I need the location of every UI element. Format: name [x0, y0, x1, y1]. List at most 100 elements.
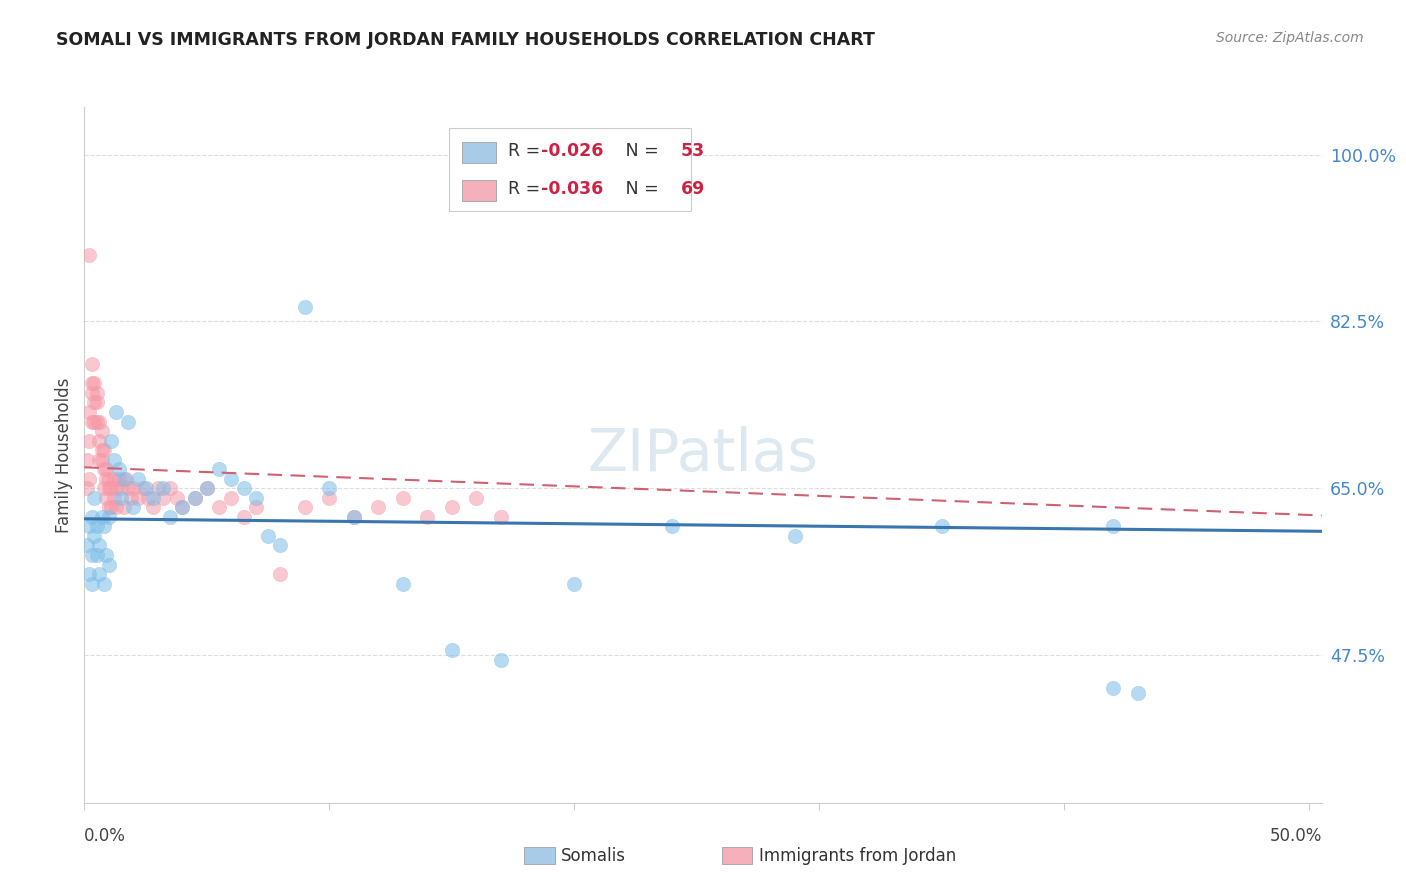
Point [142, 500, 165, 515]
Text: ZIPatlas: ZIPatlas [588, 426, 818, 483]
Point [97, 500, 120, 515]
Point [195, 481, 218, 495]
Point [80, 376, 103, 391]
Point [103, 452, 125, 467]
Text: 50.0%: 50.0% [1270, 827, 1322, 845]
Point [152, 481, 174, 495]
Point [416, 509, 439, 524]
Bar [461, 142, 496, 162]
Point [183, 491, 205, 505]
Bar [721, 847, 752, 864]
Point [159, 509, 181, 524]
Point [489, 653, 512, 667]
Point [257, 529, 280, 543]
Point [96, 548, 118, 562]
Point [105, 481, 128, 495]
Point [93, 462, 115, 476]
Point [245, 491, 267, 505]
Text: N =: N = [609, 142, 664, 160]
Y-axis label: Family Households: Family Households [55, 377, 73, 533]
Point [245, 500, 267, 515]
Text: -0.036: -0.036 [541, 180, 603, 198]
Point [80, 386, 103, 401]
Point [269, 567, 291, 582]
Text: SOMALI VS IMMIGRANTS FROM JORDAN FAMILY HOUSEHOLDS CORRELATION CHART: SOMALI VS IMMIGRANTS FROM JORDAN FAMILY … [56, 31, 875, 49]
Point [440, 500, 463, 515]
Point [86, 548, 108, 562]
Text: R =: R = [508, 142, 546, 160]
Point [159, 481, 181, 495]
Point [80, 576, 103, 591]
Point [80, 548, 103, 562]
Point [132, 481, 155, 495]
Point [100, 500, 122, 515]
Point [392, 491, 415, 505]
Point [142, 491, 165, 505]
Point [87, 567, 110, 582]
Point [86, 395, 108, 409]
Point [80, 357, 103, 371]
Point [80, 415, 103, 429]
Point [232, 509, 254, 524]
Point [122, 500, 145, 515]
Point [90, 509, 112, 524]
Point [166, 491, 188, 505]
Point [77, 248, 100, 262]
Point [96, 491, 118, 505]
Point [86, 415, 108, 429]
Point [77, 567, 100, 582]
Point [87, 452, 110, 467]
Point [83, 395, 105, 409]
Point [221, 491, 243, 505]
Text: 53: 53 [681, 142, 704, 160]
Point [112, 472, 135, 486]
Text: 0.0%: 0.0% [84, 827, 127, 845]
Point [110, 481, 132, 495]
Point [172, 500, 194, 515]
Point [1102, 681, 1125, 696]
Point [136, 491, 159, 505]
Text: Immigrants from Jordan: Immigrants from Jordan [759, 847, 956, 864]
Point [172, 500, 194, 515]
Point [392, 576, 415, 591]
Bar [461, 180, 496, 201]
Point [1126, 686, 1149, 700]
Point [105, 405, 128, 419]
Point [564, 576, 586, 591]
Point [931, 519, 953, 533]
Point [93, 519, 115, 533]
Point [232, 481, 254, 495]
Point [76, 481, 98, 495]
Point [122, 481, 145, 495]
Point [135, 481, 157, 495]
Point [97, 509, 120, 524]
Text: N =: N = [609, 180, 664, 198]
Point [77, 405, 100, 419]
Point [127, 472, 149, 486]
Point [86, 519, 108, 533]
Point [152, 491, 174, 505]
Point [83, 415, 105, 429]
Point [87, 539, 110, 553]
Point [117, 415, 139, 429]
Point [343, 509, 366, 524]
Text: Somalis: Somalis [561, 847, 626, 864]
Point [783, 529, 806, 543]
Point [661, 519, 683, 533]
Point [107, 462, 129, 476]
Point [77, 434, 100, 448]
Point [90, 452, 112, 467]
Point [90, 443, 112, 458]
Point [93, 481, 115, 495]
Point [96, 472, 118, 486]
Point [76, 539, 98, 553]
Point [100, 434, 122, 448]
Point [97, 472, 120, 486]
Point [489, 509, 512, 524]
Point [97, 481, 120, 495]
Point [208, 500, 231, 515]
Point [440, 643, 463, 657]
Point [80, 509, 103, 524]
Point [221, 472, 243, 486]
Point [103, 491, 125, 505]
